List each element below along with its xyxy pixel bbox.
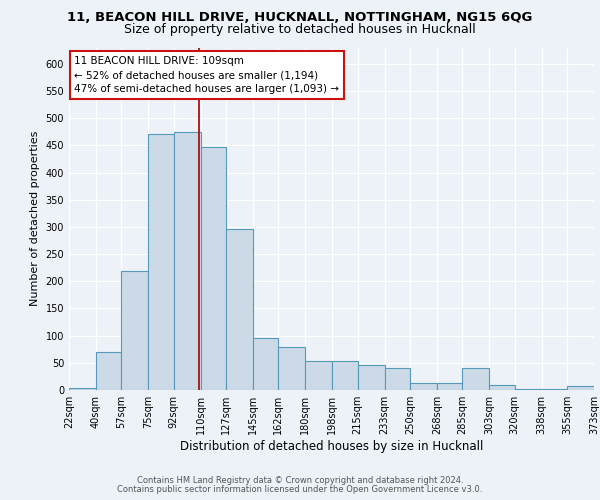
Bar [305,360,332,390]
Bar [253,338,278,390]
Bar [226,228,253,390]
Text: Contains HM Land Registry data © Crown copyright and database right 2024.: Contains HM Land Registry data © Crown c… [137,476,463,485]
Bar [410,384,437,390]
Bar [542,389,567,390]
Bar [567,386,594,390]
Bar [332,360,358,390]
Bar [515,389,542,390]
Bar [96,352,121,390]
Text: Size of property relative to detached houses in Hucknall: Size of property relative to detached ho… [124,22,476,36]
Y-axis label: Number of detached properties: Number of detached properties [30,131,40,306]
Bar [148,134,174,390]
X-axis label: Distribution of detached houses by size in Hucknall: Distribution of detached houses by size … [180,440,483,453]
Text: 11, BEACON HILL DRIVE, HUCKNALL, NOTTINGHAM, NG15 6QG: 11, BEACON HILL DRIVE, HUCKNALL, NOTTING… [67,11,533,24]
Bar [489,384,515,390]
Bar [69,388,96,390]
Bar [358,365,385,390]
Bar [200,147,226,390]
Text: Contains public sector information licensed under the Open Government Licence v3: Contains public sector information licen… [118,484,482,494]
Bar [437,384,463,390]
Text: 11 BEACON HILL DRIVE: 109sqm
← 52% of detached houses are smaller (1,194)
47% of: 11 BEACON HILL DRIVE: 109sqm ← 52% of de… [74,56,339,94]
Bar [121,272,148,390]
Bar [385,368,410,390]
Bar [174,132,200,390]
Bar [463,368,489,390]
Bar [278,346,305,390]
